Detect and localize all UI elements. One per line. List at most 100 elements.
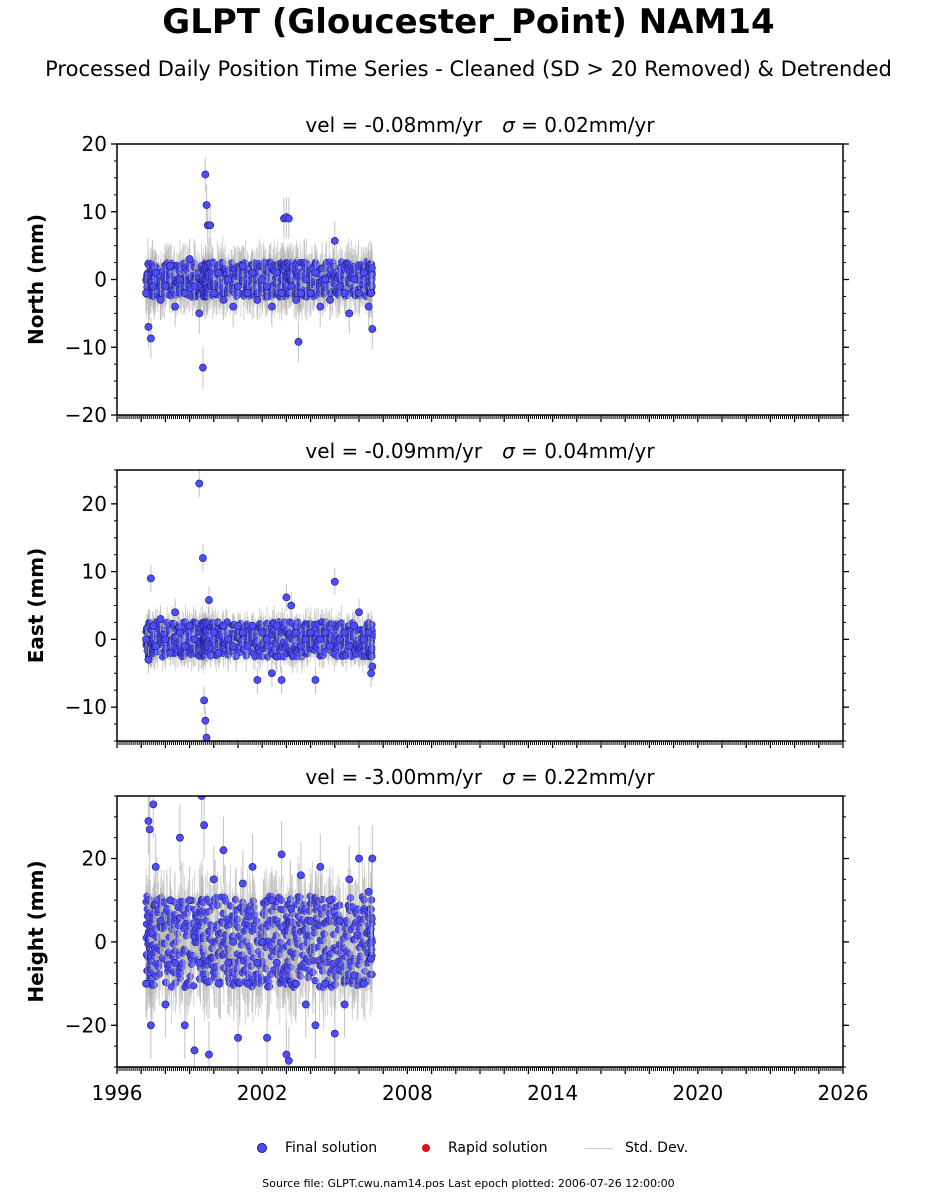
data-point xyxy=(367,669,375,678)
data-point xyxy=(368,662,377,671)
data-point xyxy=(277,289,286,297)
data-point xyxy=(171,302,179,311)
data-point xyxy=(205,596,213,604)
y-tick-label: 0 xyxy=(94,268,107,292)
data-point xyxy=(253,676,262,684)
data-point xyxy=(326,295,334,304)
panel-east: −10 0 10 20 East (mm) vel = -0.09mm/yr σ = 0.… xyxy=(24,439,849,748)
data-point xyxy=(199,554,207,562)
data-point xyxy=(234,282,242,291)
data-point xyxy=(258,275,267,284)
data-point xyxy=(267,669,276,678)
data-point xyxy=(267,302,276,311)
data-point xyxy=(355,608,363,617)
data-point xyxy=(321,275,330,284)
velocity-annotation: vel = -0.08mm/yr σ = 0.02mm/yr xyxy=(305,113,655,137)
data-point xyxy=(161,282,170,291)
data-point xyxy=(301,275,310,284)
data-point xyxy=(238,262,247,270)
data-point xyxy=(340,289,349,297)
velocity-annotation: vel = -0.09mm/yr σ = 0.04mm/yr xyxy=(305,439,655,463)
data-point xyxy=(190,635,199,644)
data-point xyxy=(171,608,179,617)
data-point xyxy=(335,635,344,644)
y-axis-label: North (mm) xyxy=(24,214,48,345)
data-point xyxy=(199,363,207,372)
data-point xyxy=(142,635,150,644)
data-point xyxy=(156,615,165,623)
data-point xyxy=(287,601,296,610)
data-point xyxy=(364,302,373,311)
data-point xyxy=(202,201,211,209)
data-point xyxy=(238,628,247,637)
data-point xyxy=(359,635,368,644)
y-tick-label: −20 xyxy=(65,403,107,427)
data-point xyxy=(345,642,354,651)
data-point xyxy=(287,282,296,291)
data-point xyxy=(180,642,189,651)
data-point xyxy=(292,295,300,304)
data-point xyxy=(190,982,198,990)
data-point xyxy=(201,716,210,725)
data-point xyxy=(219,295,228,304)
data-point xyxy=(258,628,267,637)
data-point xyxy=(364,628,373,637)
data-point xyxy=(292,628,300,637)
data-point xyxy=(350,621,359,630)
data-point xyxy=(248,268,257,277)
data-point xyxy=(214,268,223,277)
data-point xyxy=(224,635,233,644)
data-point xyxy=(301,635,310,644)
data-point xyxy=(306,628,315,637)
data-point xyxy=(311,676,320,684)
velocity-value: vel = -0.08mm/yr xyxy=(305,113,502,137)
data-point xyxy=(229,642,238,651)
panel-data xyxy=(142,796,377,1067)
data-point xyxy=(294,337,303,346)
data-point xyxy=(176,628,184,637)
sigma-symbol: σ xyxy=(502,113,516,137)
data-point xyxy=(330,577,339,586)
data-point xyxy=(248,621,257,630)
data-point xyxy=(311,268,320,277)
data-point xyxy=(195,479,204,488)
data-point xyxy=(284,214,293,223)
data-point xyxy=(355,289,363,297)
data-point xyxy=(219,621,228,630)
data-point xyxy=(146,574,155,583)
data-point xyxy=(155,970,164,978)
data-point xyxy=(243,289,252,297)
data-point xyxy=(151,642,160,651)
data-point xyxy=(359,268,368,277)
data-point xyxy=(144,655,153,664)
data-point xyxy=(297,289,305,297)
data-point xyxy=(316,635,325,644)
data-point xyxy=(263,635,271,644)
data-point xyxy=(149,621,158,630)
data-point xyxy=(321,628,330,637)
panel-data xyxy=(142,470,377,741)
data-point xyxy=(146,334,155,343)
data-point xyxy=(316,302,325,311)
chart-subtitle: Processed Daily Position Time Series - C… xyxy=(45,57,892,81)
data-point xyxy=(243,642,252,651)
y-tick-label: 10 xyxy=(82,560,107,584)
sigma-symbol: σ xyxy=(502,439,516,463)
data-point xyxy=(253,295,262,304)
data-point xyxy=(176,275,184,284)
y-tick-label: −10 xyxy=(65,695,107,719)
chart-title: GLPT (Gloucester_Point) NAM14 xyxy=(162,2,775,42)
data-point xyxy=(253,917,261,925)
data-point xyxy=(368,325,377,333)
y-tick-label: −10 xyxy=(65,335,107,359)
data-point xyxy=(330,236,339,245)
data-point xyxy=(345,309,354,318)
data-point xyxy=(161,635,170,644)
data-point xyxy=(272,268,281,277)
panel-frame xyxy=(116,469,844,742)
data-point xyxy=(180,289,189,297)
data-point xyxy=(229,302,238,311)
data-point xyxy=(185,255,194,264)
y-tick-label: 20 xyxy=(82,132,107,156)
data-point xyxy=(282,593,291,602)
